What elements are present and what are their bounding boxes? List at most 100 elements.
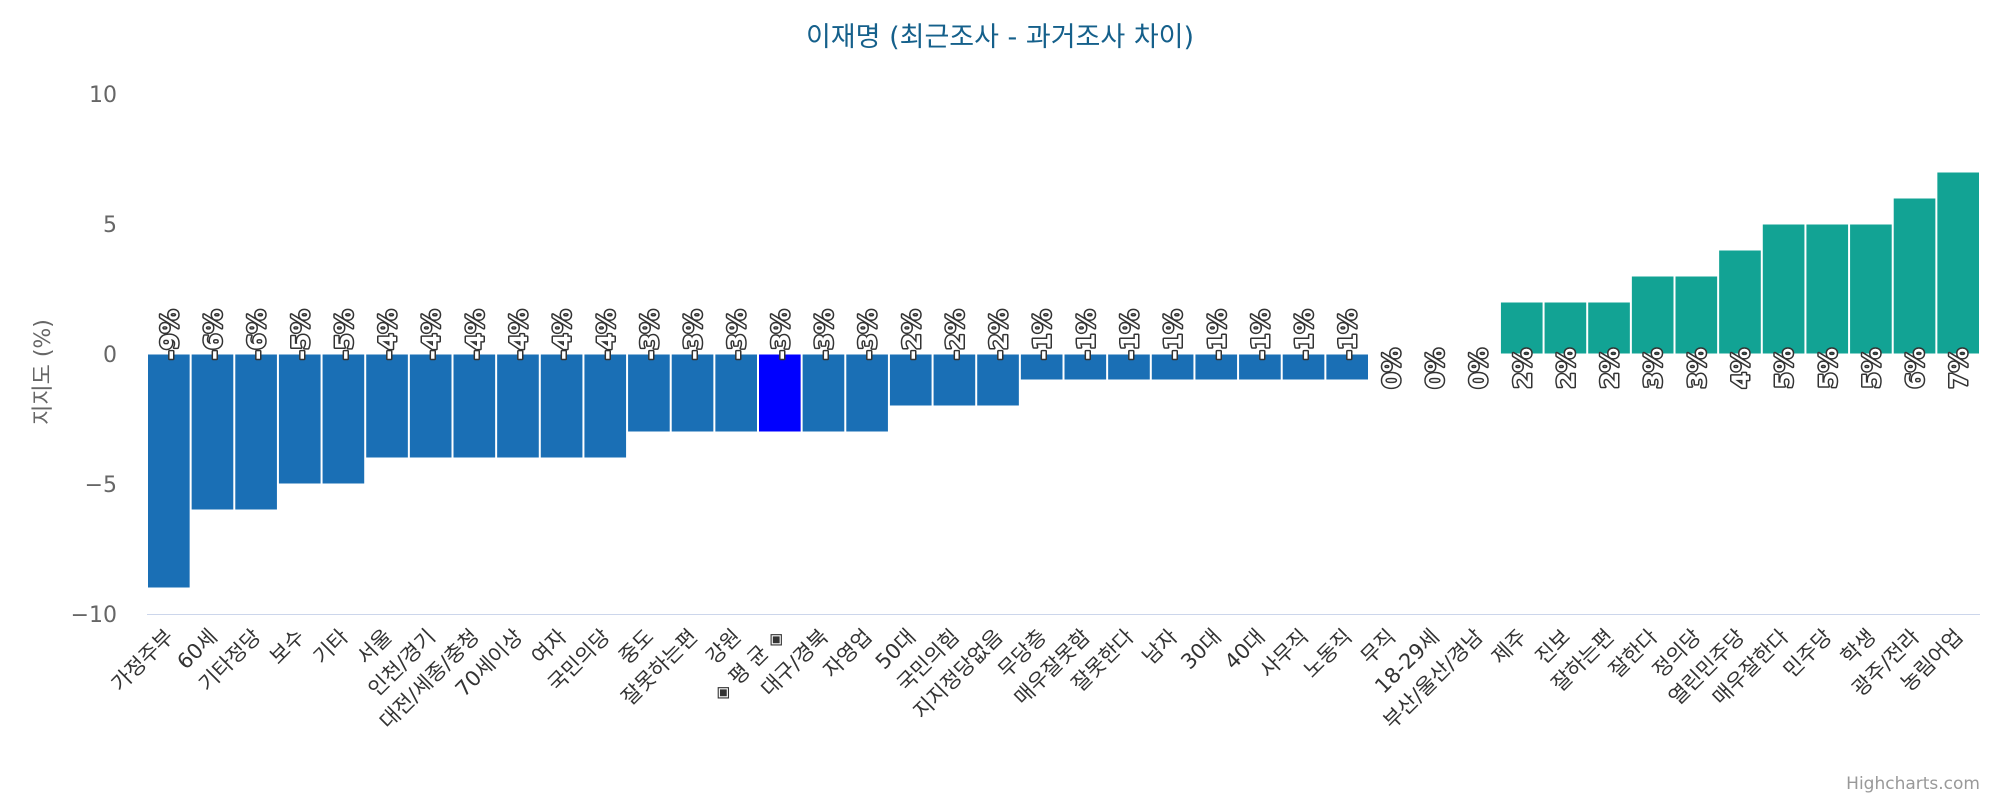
y-axis-ticks: 10 5 0 −5 −10 bbox=[71, 83, 117, 628]
data-label: 4% bbox=[1727, 348, 1755, 389]
bar[interactable] bbox=[539, 353, 584, 459]
bars bbox=[147, 171, 1981, 589]
bar[interactable] bbox=[365, 353, 409, 459]
data-label: -4% bbox=[592, 309, 620, 360]
chart-title: 이재명 (최근조사 - 과거조사 차이) bbox=[806, 22, 1194, 53]
bar[interactable] bbox=[1543, 301, 1588, 355]
y-tick-label: −5 bbox=[85, 473, 117, 498]
x-tick-label: 잘한다 bbox=[1604, 625, 1662, 683]
bar[interactable] bbox=[1761, 223, 1806, 355]
data-labels: -9% -6% -6% -5% -5% -4% -4% -4% -4% -4% -4% -3% -3% -… bbox=[154, 308, 1974, 390]
x-tick-label: 자영업 bbox=[819, 625, 877, 683]
x-tick-label: 노동직 bbox=[1299, 625, 1357, 683]
data-label: 5% bbox=[1771, 348, 1799, 389]
bar[interactable] bbox=[1674, 275, 1719, 355]
bar[interactable] bbox=[147, 353, 191, 589]
bar[interactable] bbox=[1194, 353, 1239, 381]
data-label: -2% bbox=[985, 309, 1013, 360]
credit[interactable]: Highcharts.com bbox=[1846, 774, 1980, 794]
data-label: -1% bbox=[1247, 309, 1275, 360]
y-tick-label: −10 bbox=[71, 603, 117, 628]
data-label: -2% bbox=[898, 309, 926, 360]
data-label: -3% bbox=[680, 309, 708, 360]
data-label: -4% bbox=[461, 309, 489, 360]
bar[interactable] bbox=[714, 353, 758, 433]
bar[interactable] bbox=[1107, 353, 1151, 381]
bar[interactable] bbox=[801, 353, 846, 433]
bar[interactable] bbox=[321, 353, 366, 485]
data-label: -6% bbox=[243, 309, 271, 360]
x-tick-label: 제주 bbox=[1487, 625, 1531, 669]
data-label: -1% bbox=[1116, 309, 1144, 360]
bar[interactable] bbox=[845, 353, 889, 433]
bar[interactable] bbox=[1718, 249, 1762, 355]
data-label: -3% bbox=[810, 309, 838, 360]
data-label: 7% bbox=[1945, 348, 1973, 389]
data-label: -5% bbox=[287, 309, 315, 360]
y-tick-label: 0 bbox=[103, 343, 117, 368]
x-tick-label: 30대 bbox=[1176, 625, 1226, 675]
bar[interactable] bbox=[190, 353, 235, 511]
bar[interactable] bbox=[408, 353, 453, 459]
data-label: -2% bbox=[941, 309, 969, 360]
bar[interactable] bbox=[1630, 275, 1675, 355]
data-label: 2% bbox=[1552, 348, 1580, 389]
bar[interactable] bbox=[1587, 301, 1631, 355]
data-label: -1% bbox=[1291, 309, 1319, 360]
y-tick-label: 10 bbox=[89, 83, 117, 108]
data-label: 5% bbox=[1858, 348, 1886, 389]
bar[interactable] bbox=[277, 353, 322, 485]
bar[interactable] bbox=[1238, 353, 1282, 381]
y-tick-label: 5 bbox=[103, 213, 117, 238]
x-tick-label: 보수 bbox=[265, 625, 309, 669]
x-tick-label: 사무직 bbox=[1255, 625, 1313, 683]
bar[interactable] bbox=[932, 353, 977, 407]
bar[interactable] bbox=[888, 353, 933, 407]
bar[interactable] bbox=[1805, 223, 1850, 355]
data-label: -9% bbox=[156, 309, 184, 360]
y-axis-label: 지지도 (%) bbox=[31, 319, 56, 425]
data-label: -5% bbox=[330, 309, 358, 360]
data-label: 0% bbox=[1378, 348, 1406, 389]
data-label: 3% bbox=[1640, 348, 1668, 389]
bar[interactable] bbox=[1936, 171, 1981, 355]
bar[interactable] bbox=[496, 353, 540, 459]
data-label: -6% bbox=[199, 309, 227, 360]
data-label: -3% bbox=[723, 309, 751, 360]
bar[interactable] bbox=[234, 353, 278, 511]
data-label: -3% bbox=[854, 309, 882, 360]
bar[interactable] bbox=[1849, 223, 1893, 355]
x-tick-label: 민주당 bbox=[1779, 625, 1837, 683]
data-label: 2% bbox=[1509, 348, 1537, 389]
data-label: -1% bbox=[1029, 309, 1057, 360]
bar[interactable] bbox=[1063, 353, 1108, 381]
x-tick-label: 기타 bbox=[309, 625, 353, 669]
bar[interactable] bbox=[670, 353, 715, 433]
bar[interactable] bbox=[1150, 353, 1195, 381]
data-label: -1% bbox=[1072, 309, 1100, 360]
data-label: 5% bbox=[1814, 348, 1842, 389]
data-label: -1% bbox=[1334, 309, 1362, 360]
bar[interactable] bbox=[1325, 353, 1370, 381]
data-label: 2% bbox=[1596, 348, 1624, 389]
data-label: 3% bbox=[1683, 348, 1711, 389]
bar[interactable] bbox=[583, 353, 628, 459]
bar[interactable] bbox=[1499, 301, 1544, 355]
data-label: 0% bbox=[1421, 348, 1449, 389]
bar[interactable] bbox=[1019, 353, 1064, 381]
data-label: -3% bbox=[636, 309, 664, 360]
data-label: -1% bbox=[1203, 309, 1231, 360]
x-tick-label: 남자 bbox=[1138, 625, 1182, 669]
data-label: -4% bbox=[374, 309, 402, 360]
bar[interactable] bbox=[1892, 197, 1937, 355]
data-label: -1% bbox=[1160, 309, 1188, 360]
x-tick-label: 가정주부 bbox=[107, 625, 179, 697]
bar[interactable] bbox=[1281, 353, 1326, 381]
bar[interactable] bbox=[452, 353, 497, 459]
bar[interactable] bbox=[627, 353, 671, 433]
bar[interactable] bbox=[758, 353, 802, 433]
data-label: -4% bbox=[549, 309, 577, 360]
bar[interactable] bbox=[976, 353, 1020, 407]
